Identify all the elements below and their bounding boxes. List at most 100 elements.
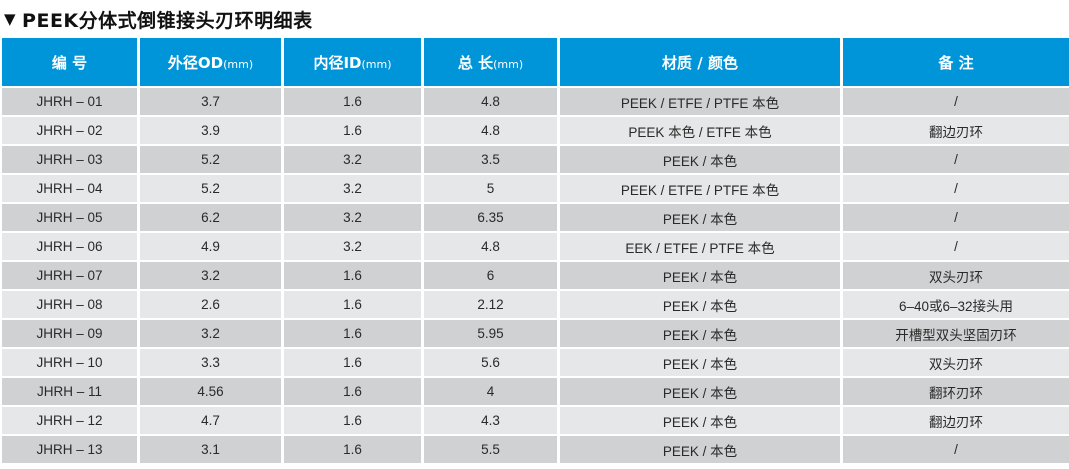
- header-notes: 备 注: [843, 38, 1069, 86]
- cell-od: 4.7: [140, 407, 281, 434]
- cell-notes: /: [843, 146, 1069, 173]
- cell-notes: /: [843, 88, 1069, 115]
- cell-length: 4.8: [424, 233, 557, 260]
- cell-notes: 双头刃环: [843, 262, 1069, 289]
- cell-material: PEEK / 本色: [560, 320, 840, 347]
- cell-length: 4.3: [424, 407, 557, 434]
- cell-length: 4: [424, 378, 557, 405]
- cell-id: 1.6: [284, 436, 421, 463]
- cell-material: PEEK 本色 / ETFE 本色: [560, 117, 840, 144]
- cell-code: JHRH – 09: [2, 320, 137, 347]
- header-code: 编 号: [2, 38, 137, 86]
- cell-notes: /: [843, 233, 1069, 260]
- cell-id: 3.2: [284, 175, 421, 202]
- cell-length: 5.5: [424, 436, 557, 463]
- cell-code: JHRH – 03: [2, 146, 137, 173]
- cell-code: JHRH – 13: [2, 436, 137, 463]
- cell-length: 6: [424, 262, 557, 289]
- header-id: 内径ID(mm): [284, 38, 421, 86]
- cell-od: 3.1: [140, 436, 281, 463]
- cell-code: JHRH – 08: [2, 291, 137, 318]
- cell-material: EEK / ETFE / PTFE 本色: [560, 233, 840, 260]
- cell-notes: 翻边刃环: [843, 407, 1069, 434]
- cell-code: JHRH – 12: [2, 407, 137, 434]
- cell-material: PEEK / ETFE / PTFE 本色: [560, 175, 840, 202]
- cell-id: 1.6: [284, 320, 421, 347]
- cell-od: 3.3: [140, 349, 281, 376]
- cell-notes: 双头刃环: [843, 349, 1069, 376]
- table-row: JHRH – 01 3.7 1.6 4.8 PEEK / ETFE / PTFE 本色 /: [2, 88, 1069, 115]
- table-row: JHRH – 02 3.9 1.6 4.8 PEEK 本色 / ETFE 本色 翻边刃环: [2, 117, 1069, 144]
- cell-code: JHRH – 01: [2, 88, 137, 115]
- table-row: JHRH – 08 2.6 1.6 2.12 PEEK / 本色 6–40或6–32接头用: [2, 291, 1069, 318]
- cell-material: PEEK / ETFE / PTFE 本色: [560, 88, 840, 115]
- cell-length: 5.6: [424, 349, 557, 376]
- cell-material: PEEK / 本色: [560, 291, 840, 318]
- cell-notes: /: [843, 175, 1069, 202]
- page-title: ▼ PEEK分体式倒锥接头刃环明细表: [4, 6, 313, 32]
- cell-code: JHRH – 10: [2, 349, 137, 376]
- spec-table: 编 号 外径OD(mm) 内径ID(mm) 总 长(mm) 材质 / 颜色 备 …: [0, 36, 1069, 465]
- cell-length: 3.5: [424, 146, 557, 173]
- header-row: 编 号 外径OD(mm) 内径ID(mm) 总 长(mm) 材质 / 颜色 备 …: [2, 38, 1069, 86]
- cell-od: 3.9: [140, 117, 281, 144]
- cell-id: 3.2: [284, 204, 421, 231]
- cell-od: 4.9: [140, 233, 281, 260]
- cell-id: 1.6: [284, 378, 421, 405]
- cell-material: PEEK / 本色: [560, 436, 840, 463]
- table-row: JHRH – 03 5.2 3.2 3.5 PEEK / 本色 /: [2, 146, 1069, 173]
- cell-od: 5.2: [140, 175, 281, 202]
- cell-notes: 翻边刃环: [843, 117, 1069, 144]
- table-row: JHRH – 12 4.7 1.6 4.3 PEEK / 本色 翻边刃环: [2, 407, 1069, 434]
- cell-length: 4.8: [424, 117, 557, 144]
- cell-notes: /: [843, 436, 1069, 463]
- cell-id: 3.2: [284, 233, 421, 260]
- cell-od: 3.2: [140, 320, 281, 347]
- cell-material: PEEK / 本色: [560, 378, 840, 405]
- cell-material: PEEK / 本色: [560, 262, 840, 289]
- cell-id: 1.6: [284, 88, 421, 115]
- header-material: 材质 / 颜色: [560, 38, 840, 86]
- cell-length: 4.8: [424, 88, 557, 115]
- table-row: JHRH – 05 6.2 3.2 6.35 PEEK / 本色 /: [2, 204, 1069, 231]
- cell-material: PEEK / 本色: [560, 204, 840, 231]
- cell-od: 6.2: [140, 204, 281, 231]
- table-row: JHRH – 09 3.2 1.6 5.95 PEEK / 本色 开槽型双头坚固刃环: [2, 320, 1069, 347]
- cell-notes: 6–40或6–32接头用: [843, 291, 1069, 318]
- cell-code: JHRH – 11: [2, 378, 137, 405]
- cell-id: 3.2: [284, 146, 421, 173]
- cell-material: PEEK / 本色: [560, 146, 840, 173]
- cell-od: 5.2: [140, 146, 281, 173]
- cell-id: 1.6: [284, 407, 421, 434]
- table-row: JHRH – 04 5.2 3.2 5 PEEK / ETFE / PTFE 本色 /: [2, 175, 1069, 202]
- header-od: 外径OD(mm): [140, 38, 281, 86]
- cell-length: 6.35: [424, 204, 557, 231]
- cell-notes: 翻环刃环: [843, 378, 1069, 405]
- cell-id: 1.6: [284, 262, 421, 289]
- cell-od: 2.6: [140, 291, 281, 318]
- cell-code: JHRH – 06: [2, 233, 137, 260]
- cell-code: JHRH – 04: [2, 175, 137, 202]
- cell-length: 2.12: [424, 291, 557, 318]
- cell-notes: /: [843, 204, 1069, 231]
- cell-id: 1.6: [284, 117, 421, 144]
- cell-material: PEEK / 本色: [560, 407, 840, 434]
- table-row: JHRH – 10 3.3 1.6 5.6 PEEK / 本色 双头刃环: [2, 349, 1069, 376]
- cell-od: 3.7: [140, 88, 281, 115]
- table-row: JHRH – 13 3.1 1.6 5.5 PEEK / 本色 /: [2, 436, 1069, 463]
- cell-id: 1.6: [284, 291, 421, 318]
- triangle-down-icon: ▼: [4, 10, 17, 28]
- cell-id: 1.6: [284, 349, 421, 376]
- table-row: JHRH – 11 4.56 1.6 4 PEEK / 本色 翻环刃环: [2, 378, 1069, 405]
- title-text: PEEK分体式倒锥接头刃环明细表: [22, 9, 313, 32]
- cell-od: 3.2: [140, 262, 281, 289]
- cell-code: JHRH – 07: [2, 262, 137, 289]
- cell-length: 5: [424, 175, 557, 202]
- cell-code: JHRH – 02: [2, 117, 137, 144]
- cell-od: 4.56: [140, 378, 281, 405]
- table-row: JHRH – 07 3.2 1.6 6 PEEK / 本色 双头刃环: [2, 262, 1069, 289]
- header-length: 总 长(mm): [424, 38, 557, 86]
- cell-notes: 开槽型双头坚固刃环: [843, 320, 1069, 347]
- cell-code: JHRH – 05: [2, 204, 137, 231]
- table-row: JHRH – 06 4.9 3.2 4.8 EEK / ETFE / PTFE 本色 /: [2, 233, 1069, 260]
